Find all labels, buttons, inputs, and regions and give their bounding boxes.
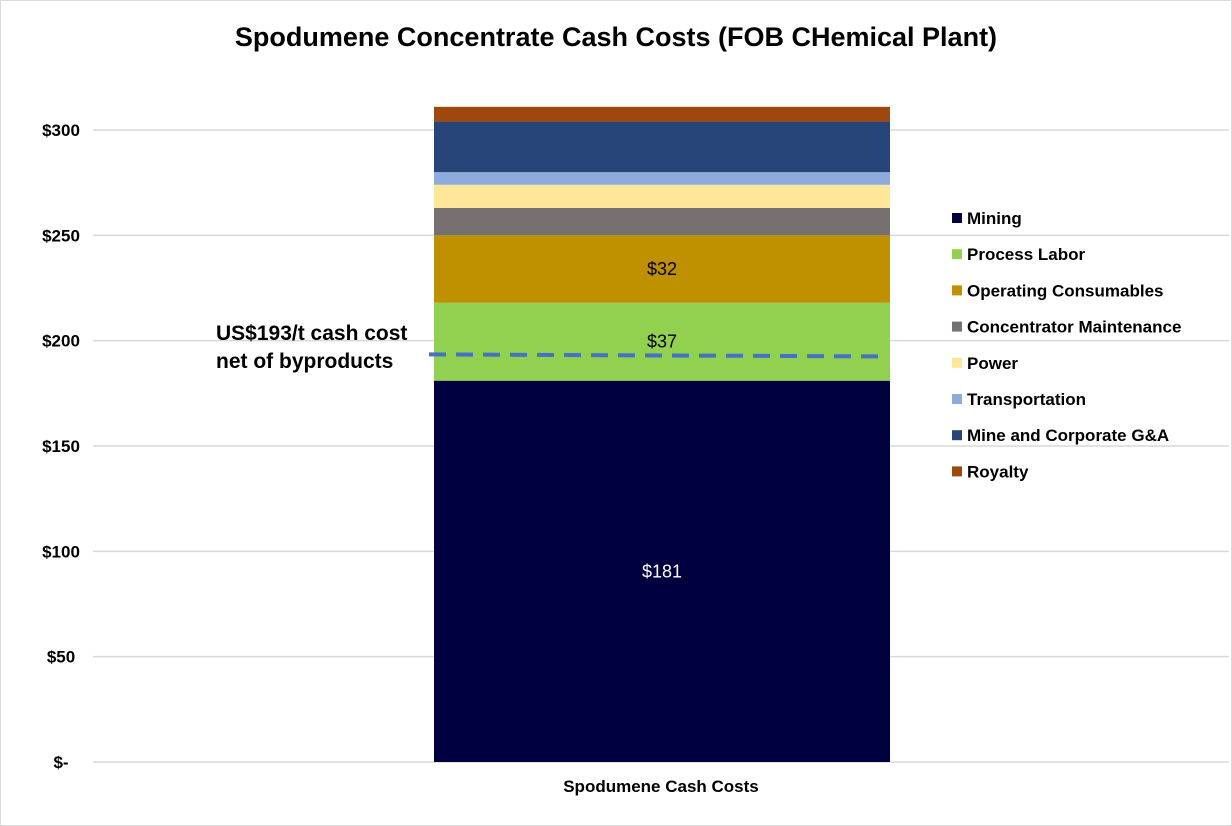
bar-segment [434, 235, 890, 303]
legend-swatch [952, 285, 962, 296]
legend-label: Mining [967, 209, 1022, 228]
bar-segment [434, 172, 890, 185]
data-label: $37 [647, 332, 677, 352]
reference-line-group [428, 352, 882, 359]
reference-annotation: US$193/t cash cost net of byproducts [216, 322, 407, 373]
legend-swatch [952, 430, 962, 441]
bar-segment [434, 207, 890, 236]
annotation-line: net of byproducts [216, 350, 393, 373]
x-axis-categories: Spodumene Cash Costs [563, 777, 759, 796]
y-axis-ticks: $- $50 $100 $150 $200 $250 $300 [42, 121, 80, 772]
bar-stack [434, 106, 890, 762]
legend-label: Power [967, 354, 1018, 373]
annotation-line: US$193/t cash cost [216, 322, 407, 345]
bar-segment [434, 184, 890, 208]
y-tick-label: $250 [42, 226, 80, 245]
legend-item: Concentrator Maintenance [952, 318, 1181, 337]
legend-swatch [952, 466, 962, 477]
x-category-label: Spodumene Cash Costs [563, 777, 759, 796]
legend-swatch [952, 394, 962, 404]
legend-item: Transportation [952, 390, 1086, 409]
data-label: $32 [647, 259, 677, 279]
y-tick-label: $200 [42, 332, 80, 351]
legend-label: Operating Consumables [967, 281, 1163, 300]
chart-title: Spodumene Concentrate Cash Costs (FOB CH… [235, 22, 997, 52]
legend-item: Process Labor [952, 245, 1085, 264]
bar-segment [434, 121, 890, 173]
legend-label: Mine and Corporate G&A [967, 426, 1169, 445]
legend-label: Process Labor [967, 245, 1085, 264]
data-label: $181 [642, 561, 682, 581]
bar-segment [434, 380, 890, 762]
y-tick-label: $150 [42, 437, 80, 456]
bar-segment [434, 106, 890, 122]
legend-item: Mining [952, 209, 1022, 228]
y-tick-label: $50 [47, 648, 75, 667]
legend-swatch [952, 357, 962, 368]
legend-label: Transportation [967, 390, 1086, 409]
legend-swatch [952, 321, 962, 332]
legend-swatch [952, 213, 962, 223]
legend-item: Operating Consumables [952, 281, 1163, 300]
y-tick-label: $- [53, 753, 68, 772]
legend-item: Mine and Corporate G&A [952, 426, 1169, 445]
legend-item: Royalty [952, 462, 1029, 481]
legend-label: Concentrator Maintenance [967, 318, 1181, 337]
legend-label: Royalty [967, 462, 1029, 481]
bar-segment [434, 302, 890, 381]
y-tick-label: $300 [42, 121, 80, 140]
reference-line [428, 352, 882, 359]
legend: Mining Process Labor Operating Consumables… [952, 209, 1181, 481]
legend-item: Power [952, 354, 1018, 373]
data-labels: $181 $37 $32 [642, 259, 682, 581]
legend-swatch [952, 249, 962, 260]
y-tick-label: $100 [42, 542, 80, 561]
